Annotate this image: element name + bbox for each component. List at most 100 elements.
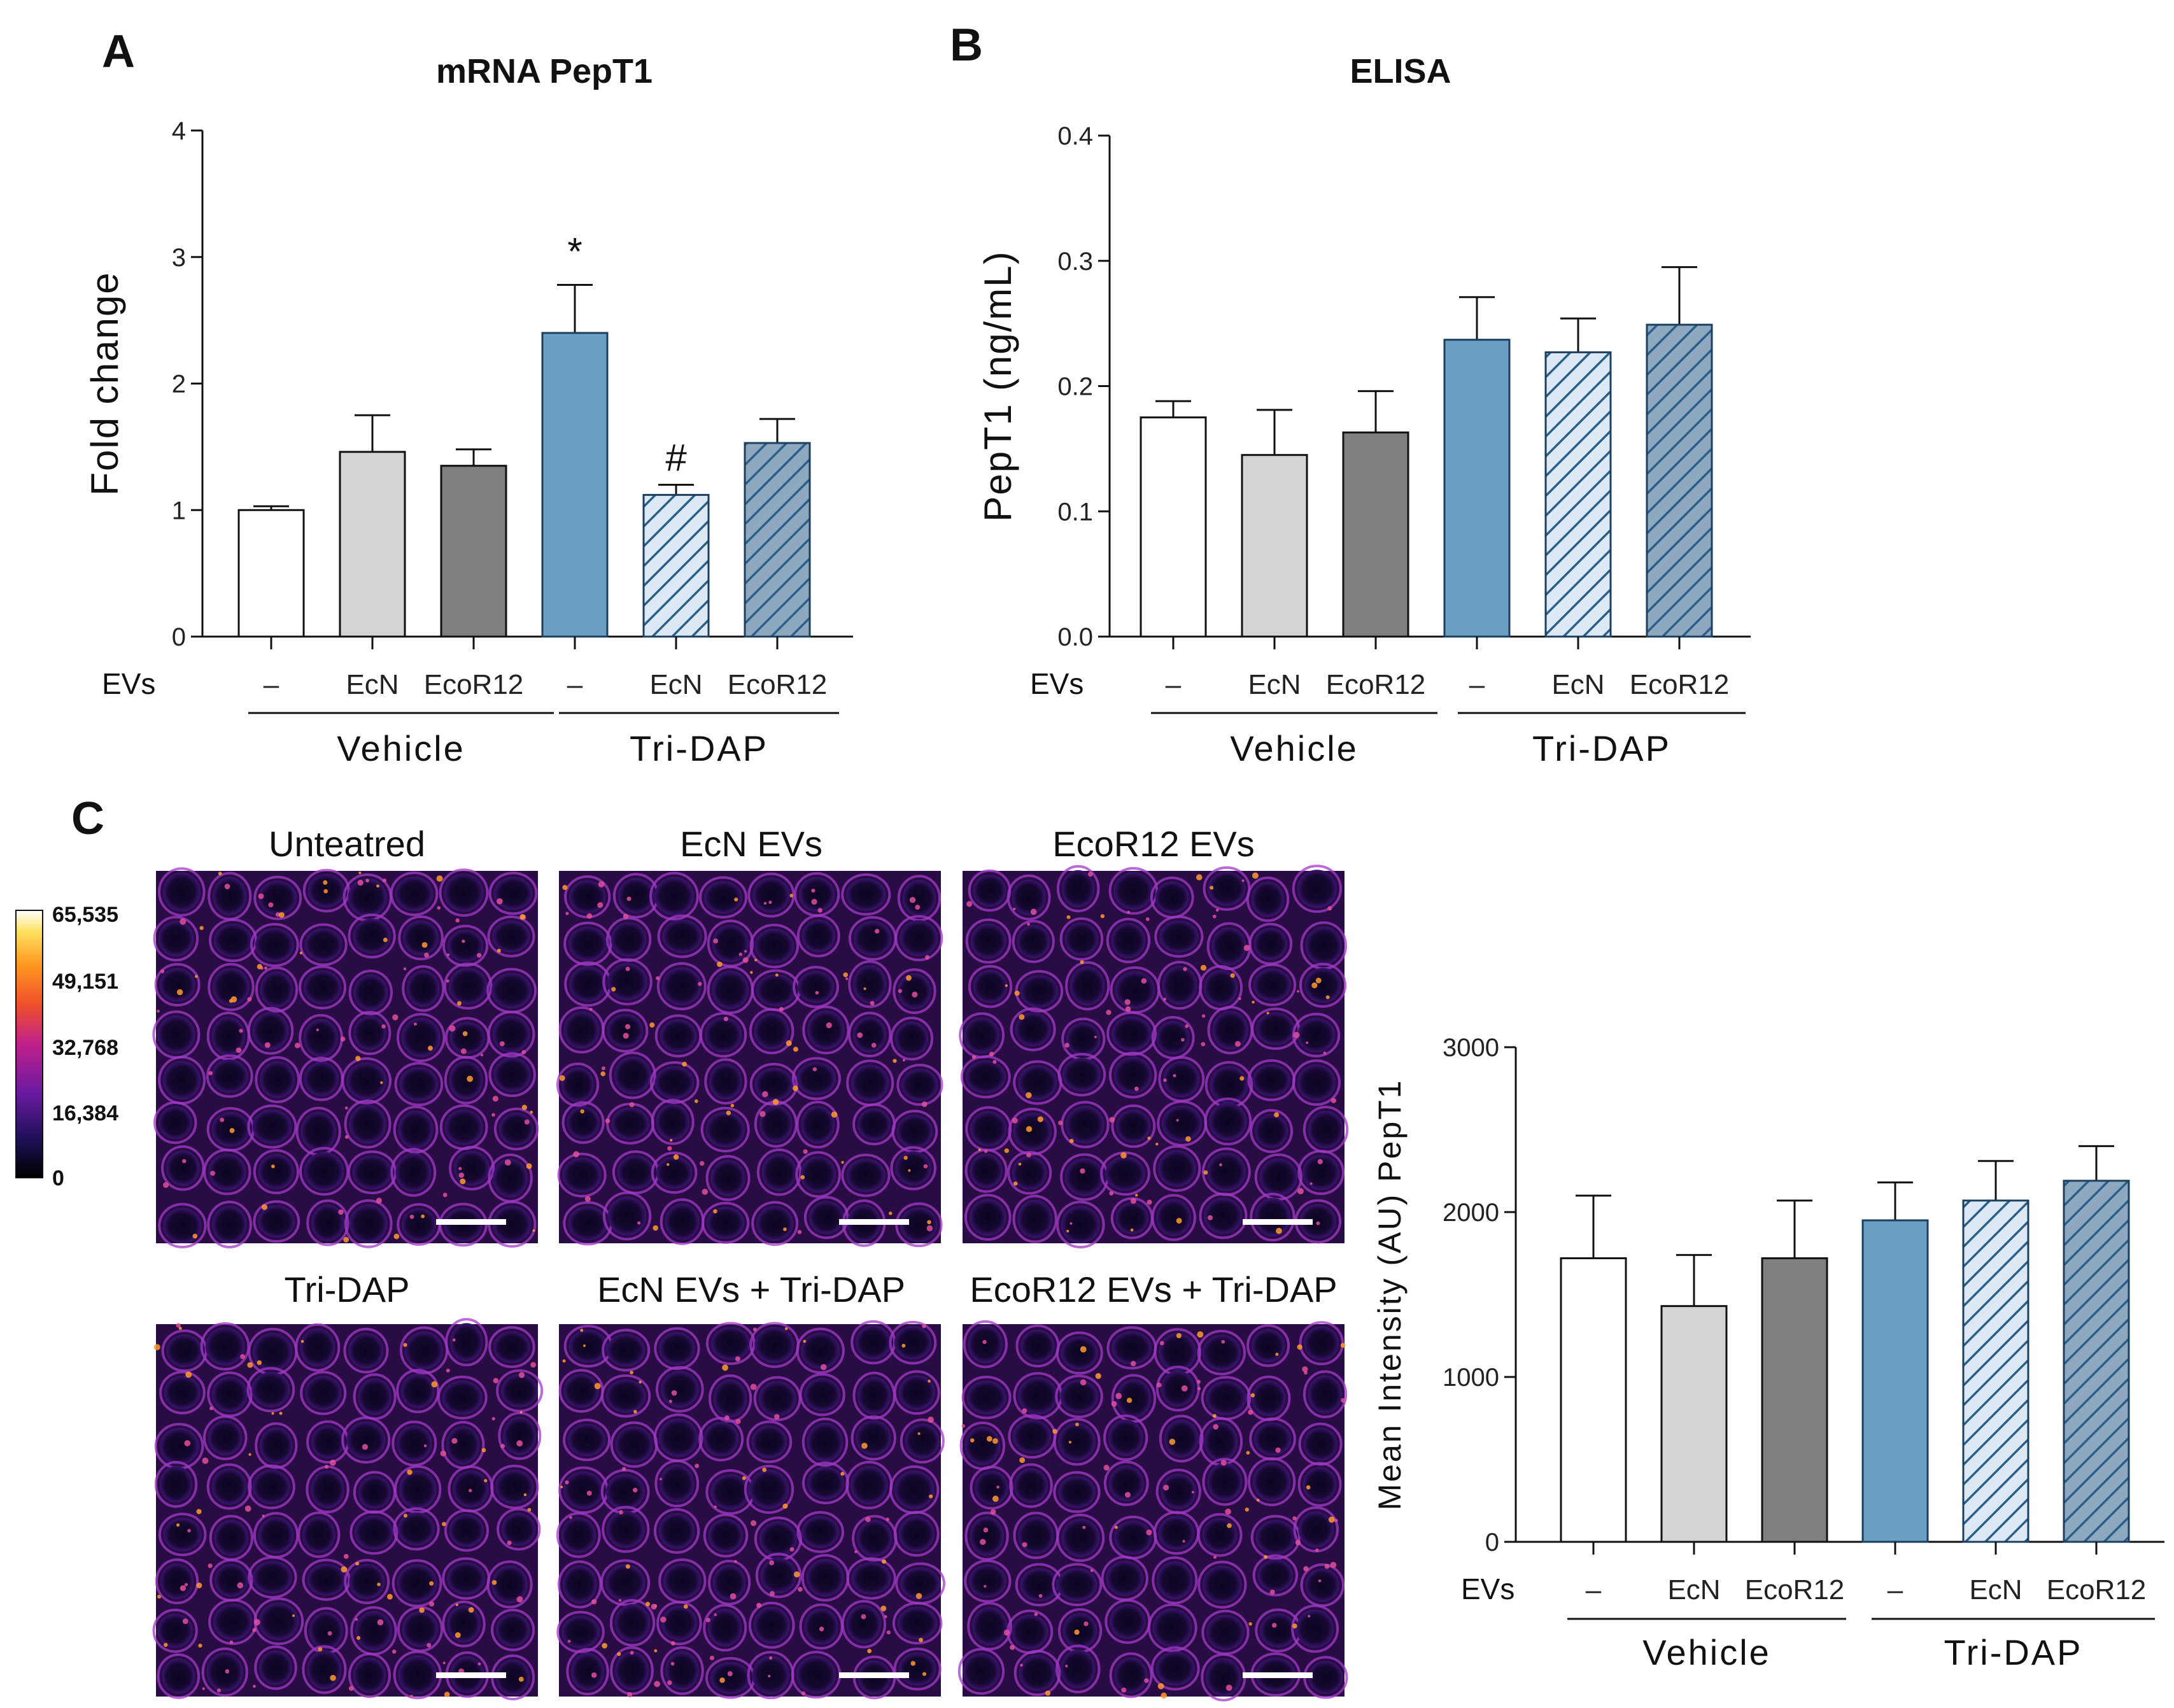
group-label: Tri-DAP [1532, 728, 1671, 768]
cell-nucleus [1206, 1614, 1245, 1650]
micrograph [556, 1320, 946, 1700]
cell-membrane [206, 1054, 253, 1098]
cell-nucleus [569, 880, 606, 914]
fluorescence-speckle [383, 879, 387, 883]
cell-nucleus [567, 1106, 600, 1139]
cell-membrane [439, 868, 489, 917]
cell-membrane [488, 1326, 535, 1369]
cell-nucleus [449, 1514, 484, 1547]
fluorescence-speckle [421, 1214, 425, 1218]
fluorescence-speckle [927, 1220, 931, 1225]
fluorescence-speckle [224, 884, 230, 889]
fluorescence-speckle [480, 1054, 484, 1057]
cell-nucleus [798, 971, 834, 1003]
cell-nucleus [1110, 1604, 1146, 1639]
fluorescence-speckle [218, 872, 222, 876]
fluorescence-speckle [671, 1390, 677, 1396]
cell-nucleus [1061, 1206, 1100, 1244]
fluorescence-speckle [1090, 1569, 1094, 1572]
cell-nucleus [1014, 1468, 1048, 1503]
fluorescence-speckle [1163, 998, 1167, 1001]
cell-nucleus [611, 922, 647, 957]
y-axis-label: Fold change [83, 271, 126, 495]
cell-nucleus [857, 1520, 893, 1557]
fluorescence-speckle [1176, 1218, 1182, 1224]
fluorescence-speckle [1208, 1215, 1213, 1220]
fluorescence-speckle [1045, 1690, 1051, 1696]
fluorescence-speckle [769, 1560, 775, 1565]
cell-nucleus [166, 1150, 200, 1186]
x-tick-label: – [264, 669, 279, 700]
fluorescence-speckle [1013, 907, 1016, 911]
cell-nucleus [660, 1464, 695, 1502]
cell-membrane [602, 1191, 652, 1241]
fluorescence-speckle [1341, 1398, 1346, 1403]
cell-nucleus [754, 929, 794, 964]
cell-nucleus [502, 1513, 536, 1546]
cell-membrane [302, 868, 350, 913]
cell-nucleus [252, 1469, 290, 1504]
fluorescence-speckle [996, 1485, 999, 1489]
cell-nucleus [398, 1655, 437, 1695]
cell-nucleus [761, 1154, 797, 1191]
row-label-evs: EVs [102, 667, 155, 700]
fluorescence-speckle [970, 1438, 975, 1443]
cell-membrane [796, 1101, 840, 1149]
cell-nucleus [1304, 1326, 1339, 1360]
fluorescence-speckle [667, 1680, 672, 1686]
cell-nucleus [1064, 922, 1099, 956]
fluorescence-speckle [1212, 1414, 1217, 1418]
fluorescence-speckle [210, 1170, 216, 1176]
fluorescence-speckle [530, 1110, 533, 1114]
fluorescence-speckle [386, 1593, 393, 1600]
fluorescence-speckle [458, 1172, 465, 1178]
fluorescence-speckle [423, 1444, 427, 1448]
fluorescence-speckle [392, 1649, 397, 1654]
micrograph [556, 871, 943, 1248]
cell-membrane [488, 1052, 536, 1097]
fluorescence-speckle [452, 1338, 456, 1342]
cell-membrane [487, 915, 535, 957]
cell-membrane [208, 963, 255, 1012]
cell-nucleus [259, 1650, 292, 1685]
fluorescence-speckle [180, 918, 187, 925]
cell-nucleus [1058, 1476, 1096, 1508]
cell-membrane [255, 1056, 300, 1103]
fluorescence-speckle [427, 1642, 432, 1648]
cell-membrane [802, 1005, 850, 1055]
cell-membrane [563, 1418, 611, 1462]
cell-membrane [349, 1510, 399, 1555]
cell-nucleus [307, 1650, 342, 1690]
cell-membrane [443, 963, 493, 1010]
cell-nucleus [1061, 1336, 1098, 1370]
cell-nucleus [708, 1518, 744, 1553]
cell-nucleus [759, 1521, 797, 1556]
fluorescence-speckle [1111, 1401, 1117, 1407]
cell-nucleus [163, 1518, 202, 1551]
fluorescence-speckle [199, 926, 204, 930]
fluorescence-speckle [882, 1559, 887, 1564]
cell-membrane [893, 968, 936, 1014]
cell-nucleus [447, 1606, 481, 1642]
fluorescence-speckle [362, 1444, 369, 1450]
cell-membrane [247, 1464, 295, 1509]
fluorescence-speckle [1103, 1464, 1110, 1471]
bar [1140, 416, 1207, 638]
cell-nucleus [563, 1565, 597, 1604]
fluorescence-speckle [407, 1469, 413, 1475]
fluorescence-speckle [344, 1135, 349, 1139]
cell-membrane [892, 1602, 943, 1645]
chart-b: ELISA 0.0 0.1 0.2 0.3 0.4 PepT1 (ng/mL) – EcN Eco… [977, 52, 1751, 768]
fluorescence-speckle [871, 1043, 877, 1048]
cell-nucleus [969, 1199, 1006, 1236]
cell-nucleus [896, 1115, 933, 1148]
cell-nucleus [970, 923, 1006, 959]
fluorescence-speckle [1293, 1031, 1300, 1038]
cell-membrane [398, 915, 444, 961]
bar [1342, 431, 1409, 638]
fluorescence-speckle [594, 1383, 601, 1390]
cell-nucleus [846, 1159, 886, 1192]
fluorescence-speckle [444, 1691, 450, 1697]
fluorescence-speckle [1269, 1590, 1275, 1595]
fluorescence-speckle [271, 1164, 275, 1169]
